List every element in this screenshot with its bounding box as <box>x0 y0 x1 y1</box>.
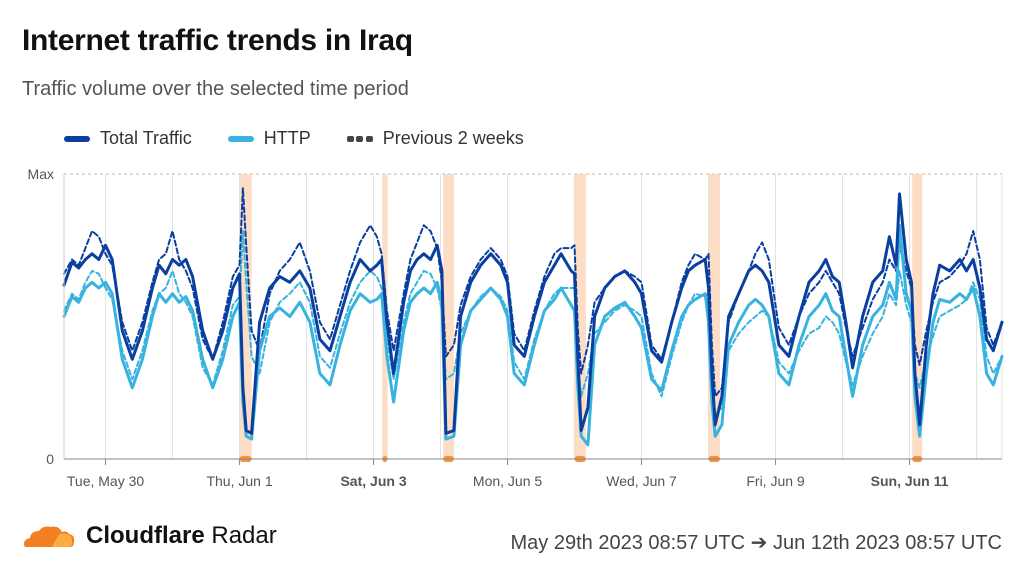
time-range-label: May 29th 2023 08:57 UTC ➔ Jun 12th 2023 … <box>510 532 1003 554</box>
x-tick-label: Sun, Jun 11 <box>871 473 949 489</box>
legend-label-http: HTTP <box>263 128 311 148</box>
brand-name: Cloudflare <box>86 522 205 549</box>
x-tick-label: Sat, Jun 3 <box>340 473 406 489</box>
legend-item-previous[interactable]: Previous 2 weeks <box>346 128 524 149</box>
chart-lines <box>62 187 1004 447</box>
series-http <box>62 223 1004 447</box>
legend-item-http[interactable]: HTTP <box>227 128 311 149</box>
chart-axes: Max 0 Tue, May 30 Thu, Jun 1 Sat, Jun 3 Mon, … <box>28 166 1002 489</box>
cloudflare-cloud-icon <box>24 526 75 547</box>
legend-swatch-previous <box>346 135 373 142</box>
series-total-traffic <box>62 192 1004 435</box>
traffic-chart: Max 0 Tue, May 30 Thu, Jun 1 Sat, Jun 3 Mon, … <box>28 166 1004 489</box>
cloudflare-radar-brand: Cloudflare Radar <box>22 522 277 550</box>
legend-label-previous: Previous 2 weeks <box>382 128 524 148</box>
legend-swatch-http <box>227 135 254 142</box>
x-tick-label: Fri, Jun 9 <box>746 473 805 489</box>
brand-product: Radar <box>211 522 277 549</box>
x-tick-label: Wed, Jun 7 <box>606 473 677 489</box>
legend-swatch-total <box>64 135 90 142</box>
outage-band <box>574 174 586 459</box>
legend-item-total[interactable]: Total Traffic <box>64 128 192 149</box>
y-tick-label: 0 <box>46 451 54 467</box>
page-subtitle: Traffic volume over the selected time pe… <box>22 78 409 100</box>
x-tick-label: Tue, May 30 <box>67 473 145 489</box>
page-title: Internet traffic trends in Iraq <box>22 24 413 57</box>
outage-band <box>708 174 720 459</box>
y-tick-label: Max <box>28 166 54 182</box>
legend-label-total: Total Traffic <box>100 128 192 148</box>
outage-band <box>912 174 923 459</box>
outage-band <box>443 174 454 459</box>
x-tick-label: Thu, Jun 1 <box>206 473 272 489</box>
chart-legend: Total Traffic HTTP Previous 2 weeks <box>64 128 560 149</box>
x-tick-label: Mon, Jun 5 <box>473 473 542 489</box>
